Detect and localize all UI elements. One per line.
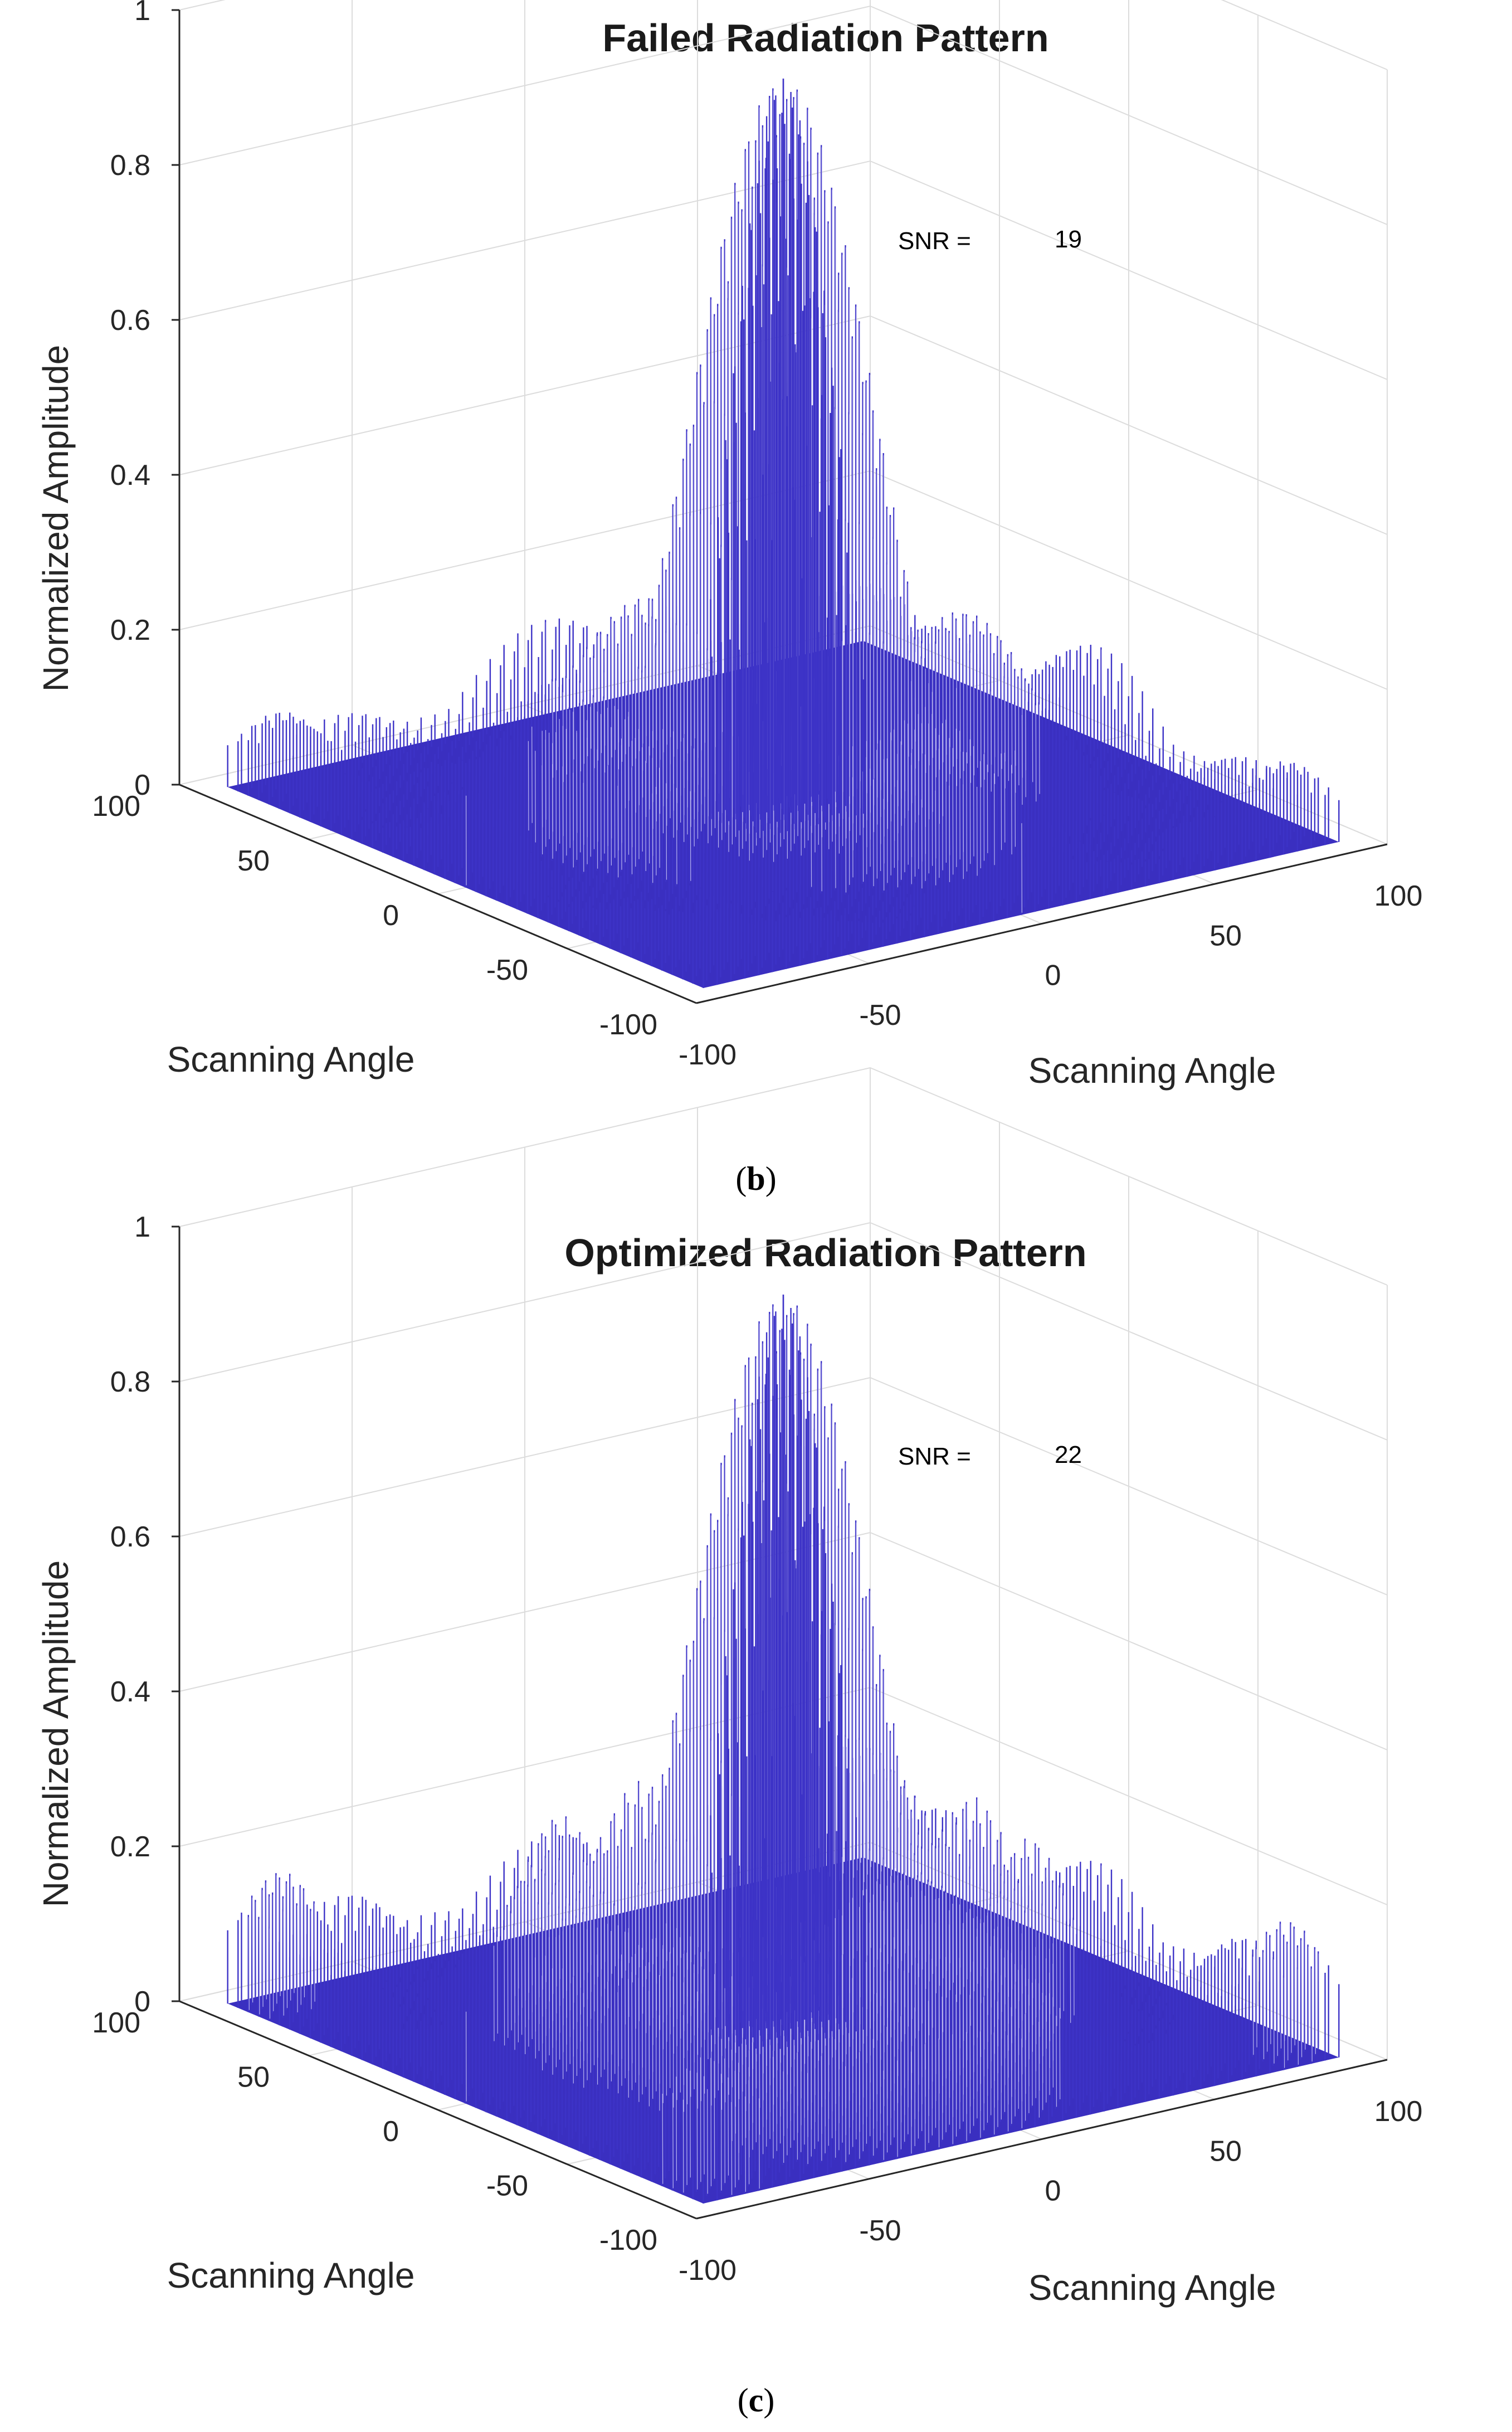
tick-labels: 0 0.2 0.4 0.6 0.8 1 100 50 0 -50 -100 -100 -50 0 50 100 bbox=[92, 0, 1422, 1071]
z-tick-label: 0.8 bbox=[110, 1366, 150, 1398]
z-tick-label: 0.2 bbox=[110, 614, 150, 646]
main-lobe bbox=[702, 1295, 865, 2054]
x-tick-label: 50 bbox=[1209, 2135, 1242, 2167]
z-tick-label: 0.6 bbox=[110, 304, 150, 337]
z-tick-label: 0.4 bbox=[110, 1676, 150, 1708]
x-tick-label: -100 bbox=[679, 2254, 737, 2287]
x-tick-label: -50 bbox=[859, 2215, 901, 2247]
y-tick-label: 100 bbox=[92, 2007, 140, 2039]
x-tick-label: -50 bbox=[859, 999, 901, 1032]
chart-panel-optimized: Optimized Radiation Pattern 0 0.2 0.4 0.6 0.… bbox=[36, 1067, 1422, 2419]
x-tick-label: 0 bbox=[1045, 960, 1061, 992]
y-tick-label: -50 bbox=[486, 2170, 528, 2202]
z-tick-label: 0.6 bbox=[110, 1521, 150, 1553]
x-axis-label: Scanning Angle bbox=[1028, 2268, 1276, 2308]
z-tick-label: 0.8 bbox=[110, 149, 150, 182]
x-tick-label: 100 bbox=[1374, 2095, 1423, 2128]
z-axis-label: Normalized Amplitude bbox=[36, 1560, 76, 1908]
surface-plot bbox=[227, 79, 1340, 988]
y-tick-label: 0 bbox=[383, 899, 399, 932]
z-tick-label: 0 bbox=[134, 769, 150, 801]
y-tick-label: 50 bbox=[237, 2061, 270, 2094]
z-tick-label: 1 bbox=[134, 1211, 150, 1243]
z-axis-label: Normalized Amplitude bbox=[36, 345, 76, 692]
z-tick-label: 0.4 bbox=[110, 459, 150, 492]
snr-value: 22 bbox=[1055, 1441, 1082, 1468]
z-tick-label: 0.2 bbox=[110, 1831, 150, 1863]
x-axis-label: Scanning Angle bbox=[1028, 1050, 1276, 1091]
y-tick-label: -100 bbox=[599, 2224, 657, 2256]
chart-title: Optimized Radiation Pattern bbox=[564, 1231, 1086, 1275]
axes bbox=[172, 9, 1388, 1004]
y-tick-label: 50 bbox=[237, 845, 270, 877]
y-tick-label: 100 bbox=[92, 790, 140, 823]
z-tick-label: 1 bbox=[134, 0, 150, 27]
z-tick-label: 0 bbox=[134, 1986, 150, 2018]
x-tick-label: -100 bbox=[679, 1039, 737, 1071]
chart-panel-failed: Failed Radiation Pattern 0 0.2 0.4 0.6 0.8 1 1… bbox=[36, 0, 1422, 1197]
x-tick-label: 100 bbox=[1374, 880, 1423, 912]
y-tick-label: -100 bbox=[599, 1009, 657, 1041]
snr-label: SNR = bbox=[898, 227, 971, 255]
axes bbox=[172, 1225, 1388, 2220]
y-tick-label: -50 bbox=[486, 954, 528, 986]
main-lobe bbox=[702, 79, 865, 838]
y-axis-label: Scanning Angle bbox=[167, 1039, 415, 1079]
y-tick-label: 0 bbox=[383, 2115, 399, 2148]
chart-title: Failed Radiation Pattern bbox=[602, 16, 1048, 60]
y-axis-label: Scanning Angle bbox=[167, 2255, 415, 2295]
tick-labels: 0 0.2 0.4 0.6 0.8 1 100 50 0 -50 -100 -100 -50 0 50 100 bbox=[92, 1211, 1422, 2287]
x-tick-label: 0 bbox=[1045, 2175, 1061, 2207]
x-tick-label: 50 bbox=[1209, 920, 1242, 952]
figure-caption: (c) bbox=[738, 2382, 775, 2419]
snr-label: SNR = bbox=[898, 1443, 971, 1470]
surface-plot bbox=[227, 1295, 1340, 2204]
figure-caption: (b) bbox=[735, 1160, 776, 1197]
snr-value: 19 bbox=[1055, 226, 1082, 253]
